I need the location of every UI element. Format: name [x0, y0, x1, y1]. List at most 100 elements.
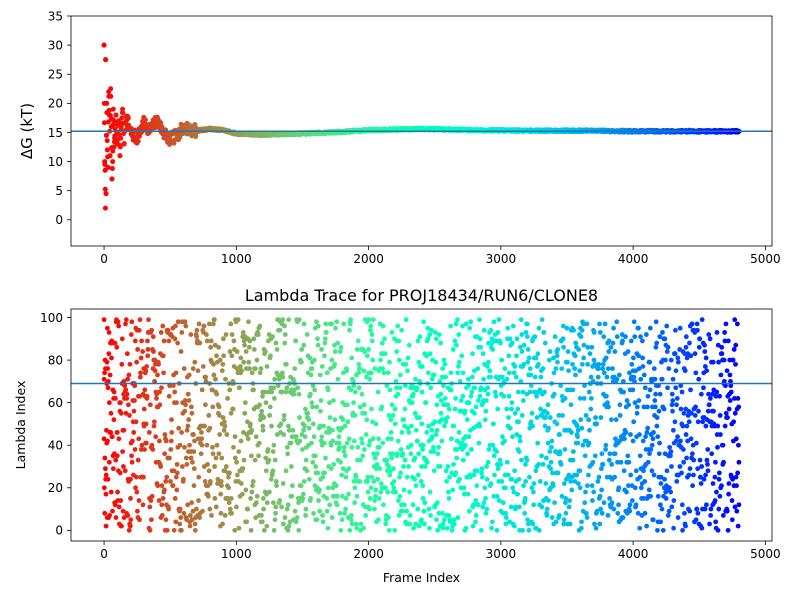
lambda-trace-point [672, 351, 678, 357]
lambda-trace-point [190, 508, 196, 514]
lambda-trace-point [583, 489, 588, 495]
lambda-trace-point [206, 321, 212, 327]
lambda-trace-point [213, 376, 218, 382]
lambda-trace-point [151, 423, 157, 429]
lambda-trace-point [694, 321, 700, 327]
lambda-trace-point [528, 383, 534, 389]
lambda-trace-point [372, 506, 377, 512]
lambda-trace-point [421, 319, 427, 325]
lambda-trace-point [475, 366, 481, 371]
lambda-trace-point [121, 515, 127, 520]
lambda-trace-point [334, 319, 339, 325]
lambda-trace-point [630, 438, 636, 444]
lambda-trace-point [443, 374, 448, 380]
lambda-trace-point [195, 368, 201, 374]
lambda-trace-point [552, 334, 558, 340]
lambda-trace-point [159, 513, 165, 518]
lambda-trace-point [460, 370, 466, 376]
lambda-trace-point [172, 336, 178, 342]
lambda-trace-point [710, 359, 716, 365]
lambda-trace-point [444, 525, 450, 531]
lambda-trace-point [693, 517, 699, 523]
lambda-trace-point [703, 355, 709, 361]
lambda-trace-y-tick-label: 0 [55, 524, 63, 538]
lambda-trace-point [478, 527, 484, 533]
lambda-trace-point [353, 521, 359, 527]
lambda-trace-point [730, 357, 736, 363]
lambda-trace-point [580, 321, 586, 327]
lambda-trace-point [174, 400, 179, 406]
lambda-trace-point [510, 323, 516, 329]
lambda-trace-point [279, 504, 284, 510]
lambda-trace-point [722, 338, 728, 344]
lambda-trace-point [288, 440, 294, 446]
lambda-trace-point [385, 489, 391, 495]
lambda-trace-point [246, 344, 252, 350]
lambda-trace-point [237, 385, 242, 391]
lambda-trace-point [152, 357, 158, 363]
lambda-trace-point [733, 436, 739, 442]
lambda-trace-point [413, 521, 419, 527]
lambda-trace-point [243, 487, 249, 493]
lambda-trace-point [566, 368, 571, 374]
lambda-trace-point [206, 413, 212, 418]
lambda-trace-point [424, 430, 430, 435]
lambda-trace-point [312, 387, 318, 393]
lambda-trace-point [435, 451, 441, 457]
lambda-trace-point [550, 483, 556, 489]
lambda-trace-point [134, 508, 140, 514]
lambda-trace-y-axis-label: Lambda Index [13, 381, 28, 470]
lambda-trace-point [350, 378, 356, 384]
lambda-trace-point [441, 517, 447, 523]
lambda-trace-point [612, 451, 618, 457]
lambda-trace-point [196, 498, 201, 503]
lambda-trace-point [204, 338, 210, 344]
lambda-trace-point [129, 459, 135, 465]
lambda-trace-point [680, 447, 686, 452]
lambda-trace-point [112, 502, 118, 508]
lambda-trace-point [566, 504, 572, 510]
lambda-trace-point [284, 385, 290, 391]
lambda-trace-point [592, 521, 597, 527]
lambda-trace-point [280, 374, 286, 380]
lambda-trace-point [496, 498, 502, 503]
lambda-trace-point [397, 493, 403, 499]
lambda-trace-point [191, 483, 197, 489]
lambda-trace-point [142, 387, 148, 393]
lambda-trace-point [178, 527, 184, 533]
lambda-trace-point [480, 504, 486, 510]
lambda-trace-point [101, 485, 107, 491]
lambda-trace-point [115, 489, 120, 495]
lambda-trace-point [346, 466, 352, 472]
lambda-trace-point [499, 374, 505, 380]
lambda-trace-point [191, 432, 196, 437]
lambda-trace-point [706, 391, 711, 397]
lambda-trace-point [396, 513, 402, 518]
lambda-trace-axes-frame [70, 308, 773, 542]
lambda-trace-point [568, 402, 574, 408]
delta-g-y-tick-label: 0 [55, 213, 63, 227]
lambda-trace-point [136, 498, 142, 503]
lambda-trace-point [682, 368, 688, 374]
lambda-trace-point [713, 519, 719, 525]
lambda-trace-point [601, 370, 607, 376]
lambda-trace-point [514, 336, 520, 342]
lambda-trace-point [343, 474, 349, 480]
lambda-trace-point [218, 479, 224, 484]
lambda-trace-point [428, 513, 433, 518]
lambda-trace-point [328, 466, 334, 472]
lambda-trace-point [572, 479, 578, 484]
delta-g-point [158, 120, 164, 126]
lambda-trace-point [164, 474, 170, 480]
lambda-trace-point [375, 389, 381, 395]
lambda-trace-point [498, 461, 503, 467]
lambda-trace-point [372, 498, 378, 503]
lambda-trace-point [548, 466, 553, 472]
lambda-trace-point [252, 366, 258, 371]
lambda-trace-point [608, 344, 614, 350]
lambda-trace-point [287, 519, 293, 525]
lambda-trace-point [349, 444, 355, 450]
lambda-trace-point [707, 521, 712, 527]
lambda-trace-point [523, 479, 529, 484]
